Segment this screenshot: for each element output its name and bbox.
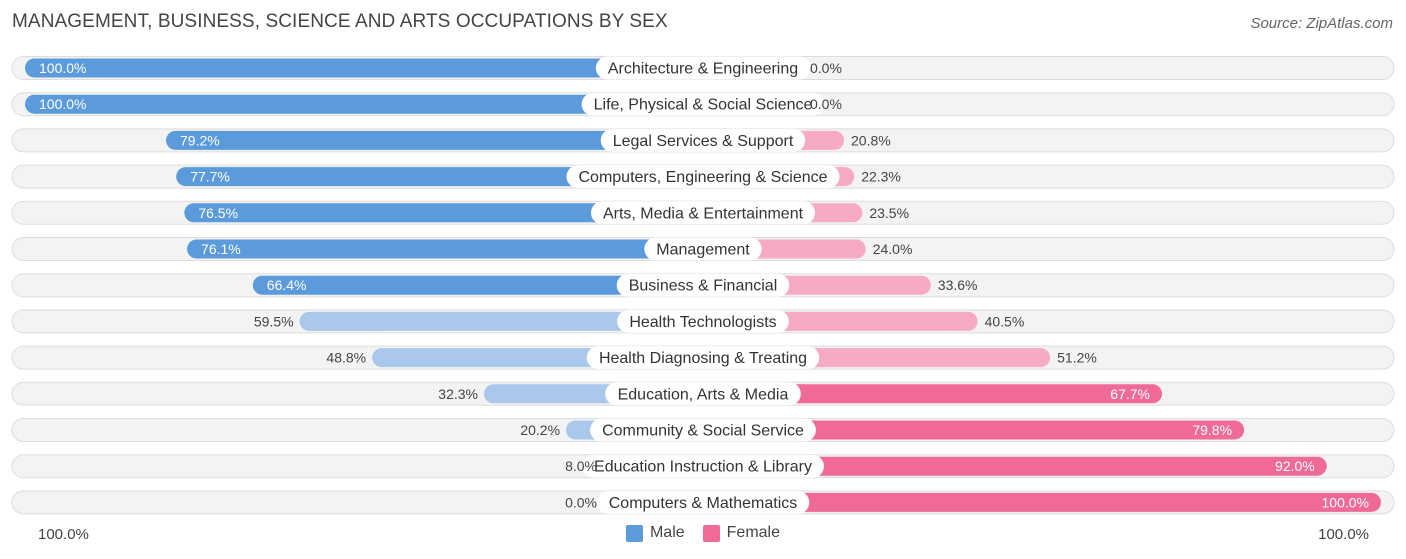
legend-item-female: Female: [702, 524, 781, 542]
category-label: Management: [656, 242, 750, 259]
male-value-label: 0.0%: [565, 494, 597, 510]
female-value-label: 0.0%: [810, 96, 842, 112]
female-value-label: 20.8%: [851, 132, 891, 148]
category-label: Computers, Engineering & Science: [578, 169, 827, 186]
female-value-label: 22.3%: [861, 169, 901, 185]
category-label: Legal Services & Support: [613, 133, 794, 150]
category-label: Health Diagnosing & Treating: [599, 350, 807, 367]
female-value-label: 23.5%: [869, 205, 909, 221]
male-value-label: 32.3%: [438, 386, 478, 402]
legend: Male Female: [0, 524, 1406, 542]
female-value-label: 67.7%: [1110, 386, 1150, 402]
male-value-label: 77.7%: [190, 169, 230, 185]
bar-male: [25, 58, 703, 78]
category-pill: [582, 454, 824, 478]
male-value-label: 8.0%: [565, 458, 597, 474]
chart-title: MANAGEMENT, BUSINESS, SCIENCE AND ARTS O…: [12, 11, 668, 32]
bar-male: [25, 94, 703, 114]
legend-label-female: Female: [726, 524, 781, 541]
category-label: Business & Financial: [629, 278, 778, 295]
source-credit: Source: ZipAtlas.com: [1250, 15, 1393, 32]
legend-swatch-female: [702, 524, 720, 542]
category-pill: [617, 309, 789, 333]
category-label: Community & Social Service: [602, 423, 804, 440]
bar-female: [703, 384, 1163, 404]
category-label: Life, Physical & Social Science: [594, 97, 813, 114]
category-pill: [596, 490, 810, 514]
category-pill: [616, 273, 790, 297]
female-value-label: 92.0%: [1275, 458, 1315, 474]
female-value-label: 33.6%: [938, 277, 978, 293]
bar-female: [703, 492, 1381, 512]
male-value-label: 76.5%: [198, 205, 238, 221]
bar-male: [184, 203, 703, 223]
male-value-label: 79.2%: [180, 132, 220, 148]
legend-label-male: Male: [649, 524, 685, 541]
category-label: Health Technologists: [629, 314, 776, 331]
bar-male: [187, 239, 704, 259]
bar-male: [166, 130, 704, 150]
category-pill: [581, 92, 825, 116]
female-value-label: 24.0%: [873, 241, 913, 257]
category-pill: [586, 346, 820, 370]
category-pill: [566, 165, 840, 189]
category-label: Computers & Mathematics: [609, 495, 798, 512]
male-value-label: 66.4%: [267, 277, 307, 293]
male-value-label: 76.1%: [201, 241, 241, 257]
bar-male: [252, 275, 704, 295]
category-label: Architecture & Engineering: [608, 61, 798, 78]
category-pill: [590, 201, 816, 225]
male-value-label: 48.8%: [326, 350, 366, 366]
category-label: Arts, Media & Entertainment: [603, 205, 804, 222]
axis-right-label: 100.0%: [1318, 526, 1369, 543]
category-label: Education Instruction & Library: [594, 459, 812, 476]
male-value-label: 59.5%: [254, 313, 294, 329]
female-value-label: 100.0%: [1322, 494, 1369, 510]
bar-male: [299, 311, 703, 331]
female-value-label: 79.8%: [1192, 422, 1232, 438]
category-pill: [590, 418, 816, 442]
category-pill: [595, 56, 811, 80]
axis-left-label: 100.0%: [38, 526, 89, 543]
legend-item-male: Male: [625, 524, 685, 542]
male-value-label: 100.0%: [39, 60, 86, 76]
male-value-label: 100.0%: [39, 96, 86, 112]
female-value-label: 40.5%: [985, 313, 1025, 329]
legend-swatch-male: [625, 524, 643, 542]
bar-female: [703, 456, 1327, 476]
category-label: Education, Arts & Media: [618, 386, 789, 403]
female-value-label: 0.0%: [810, 60, 842, 76]
category-pill: [605, 382, 801, 406]
category-pill: [644, 237, 762, 261]
category-pill: [600, 128, 806, 152]
bar-female: [703, 420, 1245, 440]
female-value-label: 51.2%: [1057, 350, 1097, 366]
male-value-label: 20.2%: [520, 422, 560, 438]
